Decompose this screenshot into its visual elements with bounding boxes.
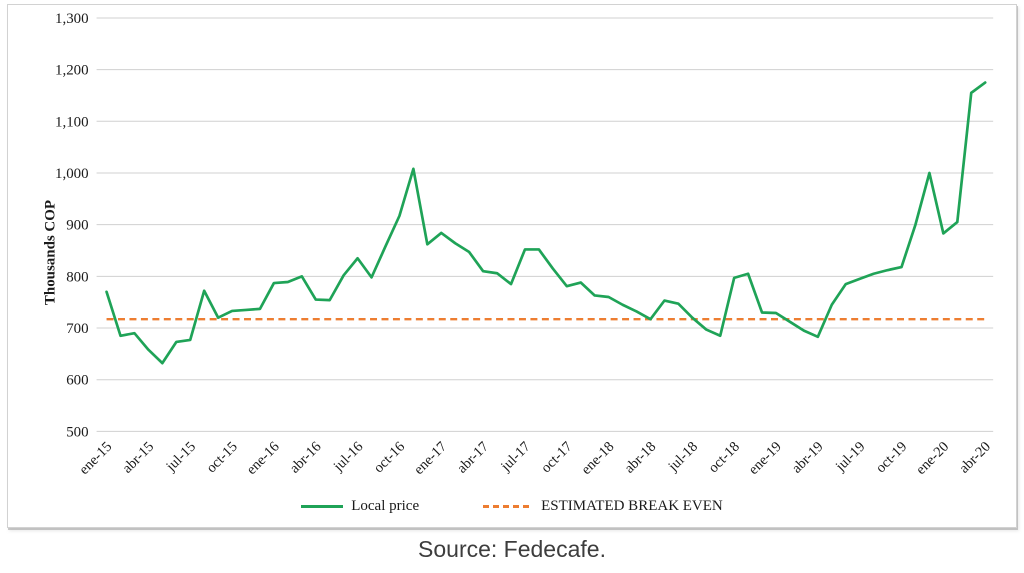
y-tick-label: 600	[66, 373, 88, 389]
legend-label-local-price: Local price	[351, 498, 420, 514]
x-tick-label: ene-17	[411, 439, 450, 478]
x-tick-label: jul-18	[665, 439, 701, 475]
local-price-line-swatch	[301, 505, 344, 508]
x-tick-label: abr-17	[454, 439, 492, 477]
x-tick-label: jul-16	[330, 439, 366, 475]
x-tick-label: abr-20	[956, 439, 994, 477]
x-tick-label: oct-17	[538, 439, 575, 476]
x-tick-label: ene-19	[746, 439, 785, 478]
legend-item-local-price: Local price	[301, 498, 419, 515]
y-tick-label: 900	[66, 218, 88, 234]
x-tick-label: jul-15	[163, 439, 199, 475]
y-tick-label: 500	[66, 424, 88, 440]
x-tick-label: ene-20	[913, 439, 952, 478]
source-note: Source: Fedecafe.	[418, 536, 606, 562]
y-tick-label: 700	[66, 321, 88, 337]
local-price-line	[105, 81, 987, 365]
legend-item-break-even: ESTIMATED BREAK EVEN	[483, 498, 723, 515]
y-tick-label: 1,200	[55, 63, 89, 79]
chart-legend: Local price ESTIMATED BREAK EVEN	[8, 498, 1016, 515]
line-chart: 500 600 700 800 900 1,000 1,100 1,200 1,300 ene-1…	[43, 11, 994, 478]
y-tick-label: 800	[66, 269, 88, 285]
x-tick-label: oct-19	[873, 439, 910, 476]
x-tick-label: abr-15	[119, 439, 157, 477]
x-tick-label: abr-18	[622, 439, 660, 477]
x-tick-label: ene-18	[578, 439, 617, 478]
y-tick-label: 1,300	[55, 11, 89, 27]
x-tick-label: jul-17	[497, 439, 533, 475]
x-tick-label: ene-15	[76, 439, 115, 478]
x-tick-label: jul-19	[832, 439, 868, 475]
x-tick-label: abr-19	[789, 439, 827, 477]
y-tick-label: 1,000	[55, 166, 89, 182]
x-tick-label: abr-16	[287, 439, 325, 477]
y-tick-label: 1,100	[55, 114, 89, 130]
x-tick-label: oct-18	[706, 439, 743, 476]
break-even-dash-swatch	[483, 505, 534, 508]
y-axis-title: Thousands COP	[43, 200, 59, 305]
x-tick-label: ene-16	[244, 439, 283, 478]
chart-frame: 500 600 700 800 900 1,000 1,100 1,200 1,300 ene-1…	[7, 4, 1017, 528]
x-tick-label: oct-15	[203, 439, 240, 476]
x-tick-label: oct-16	[371, 439, 408, 476]
legend-label-break-even: ESTIMATED BREAK EVEN	[541, 498, 723, 514]
